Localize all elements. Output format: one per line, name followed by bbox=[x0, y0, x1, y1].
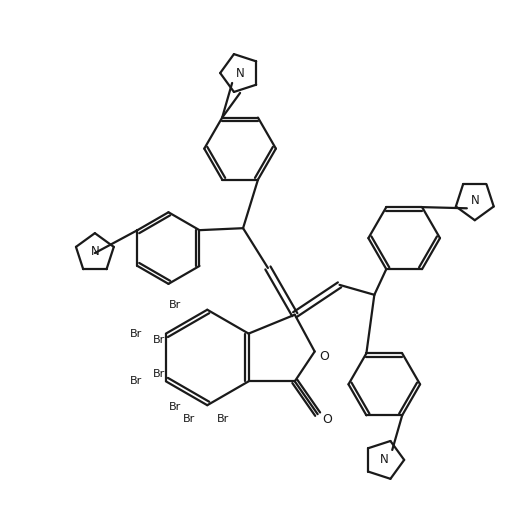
Text: Br: Br bbox=[169, 402, 182, 412]
Text: N: N bbox=[470, 194, 479, 207]
Text: N: N bbox=[91, 244, 99, 257]
Text: Br: Br bbox=[169, 300, 182, 310]
Text: N: N bbox=[380, 453, 389, 466]
Text: O: O bbox=[320, 350, 329, 363]
Text: Br: Br bbox=[130, 329, 142, 339]
Text: N: N bbox=[236, 67, 244, 80]
Text: Br: Br bbox=[152, 369, 164, 379]
Text: Br: Br bbox=[183, 414, 195, 424]
Text: Br: Br bbox=[217, 414, 229, 424]
Text: Br: Br bbox=[152, 334, 164, 344]
Text: O: O bbox=[323, 413, 332, 426]
Text: Br: Br bbox=[130, 376, 142, 387]
